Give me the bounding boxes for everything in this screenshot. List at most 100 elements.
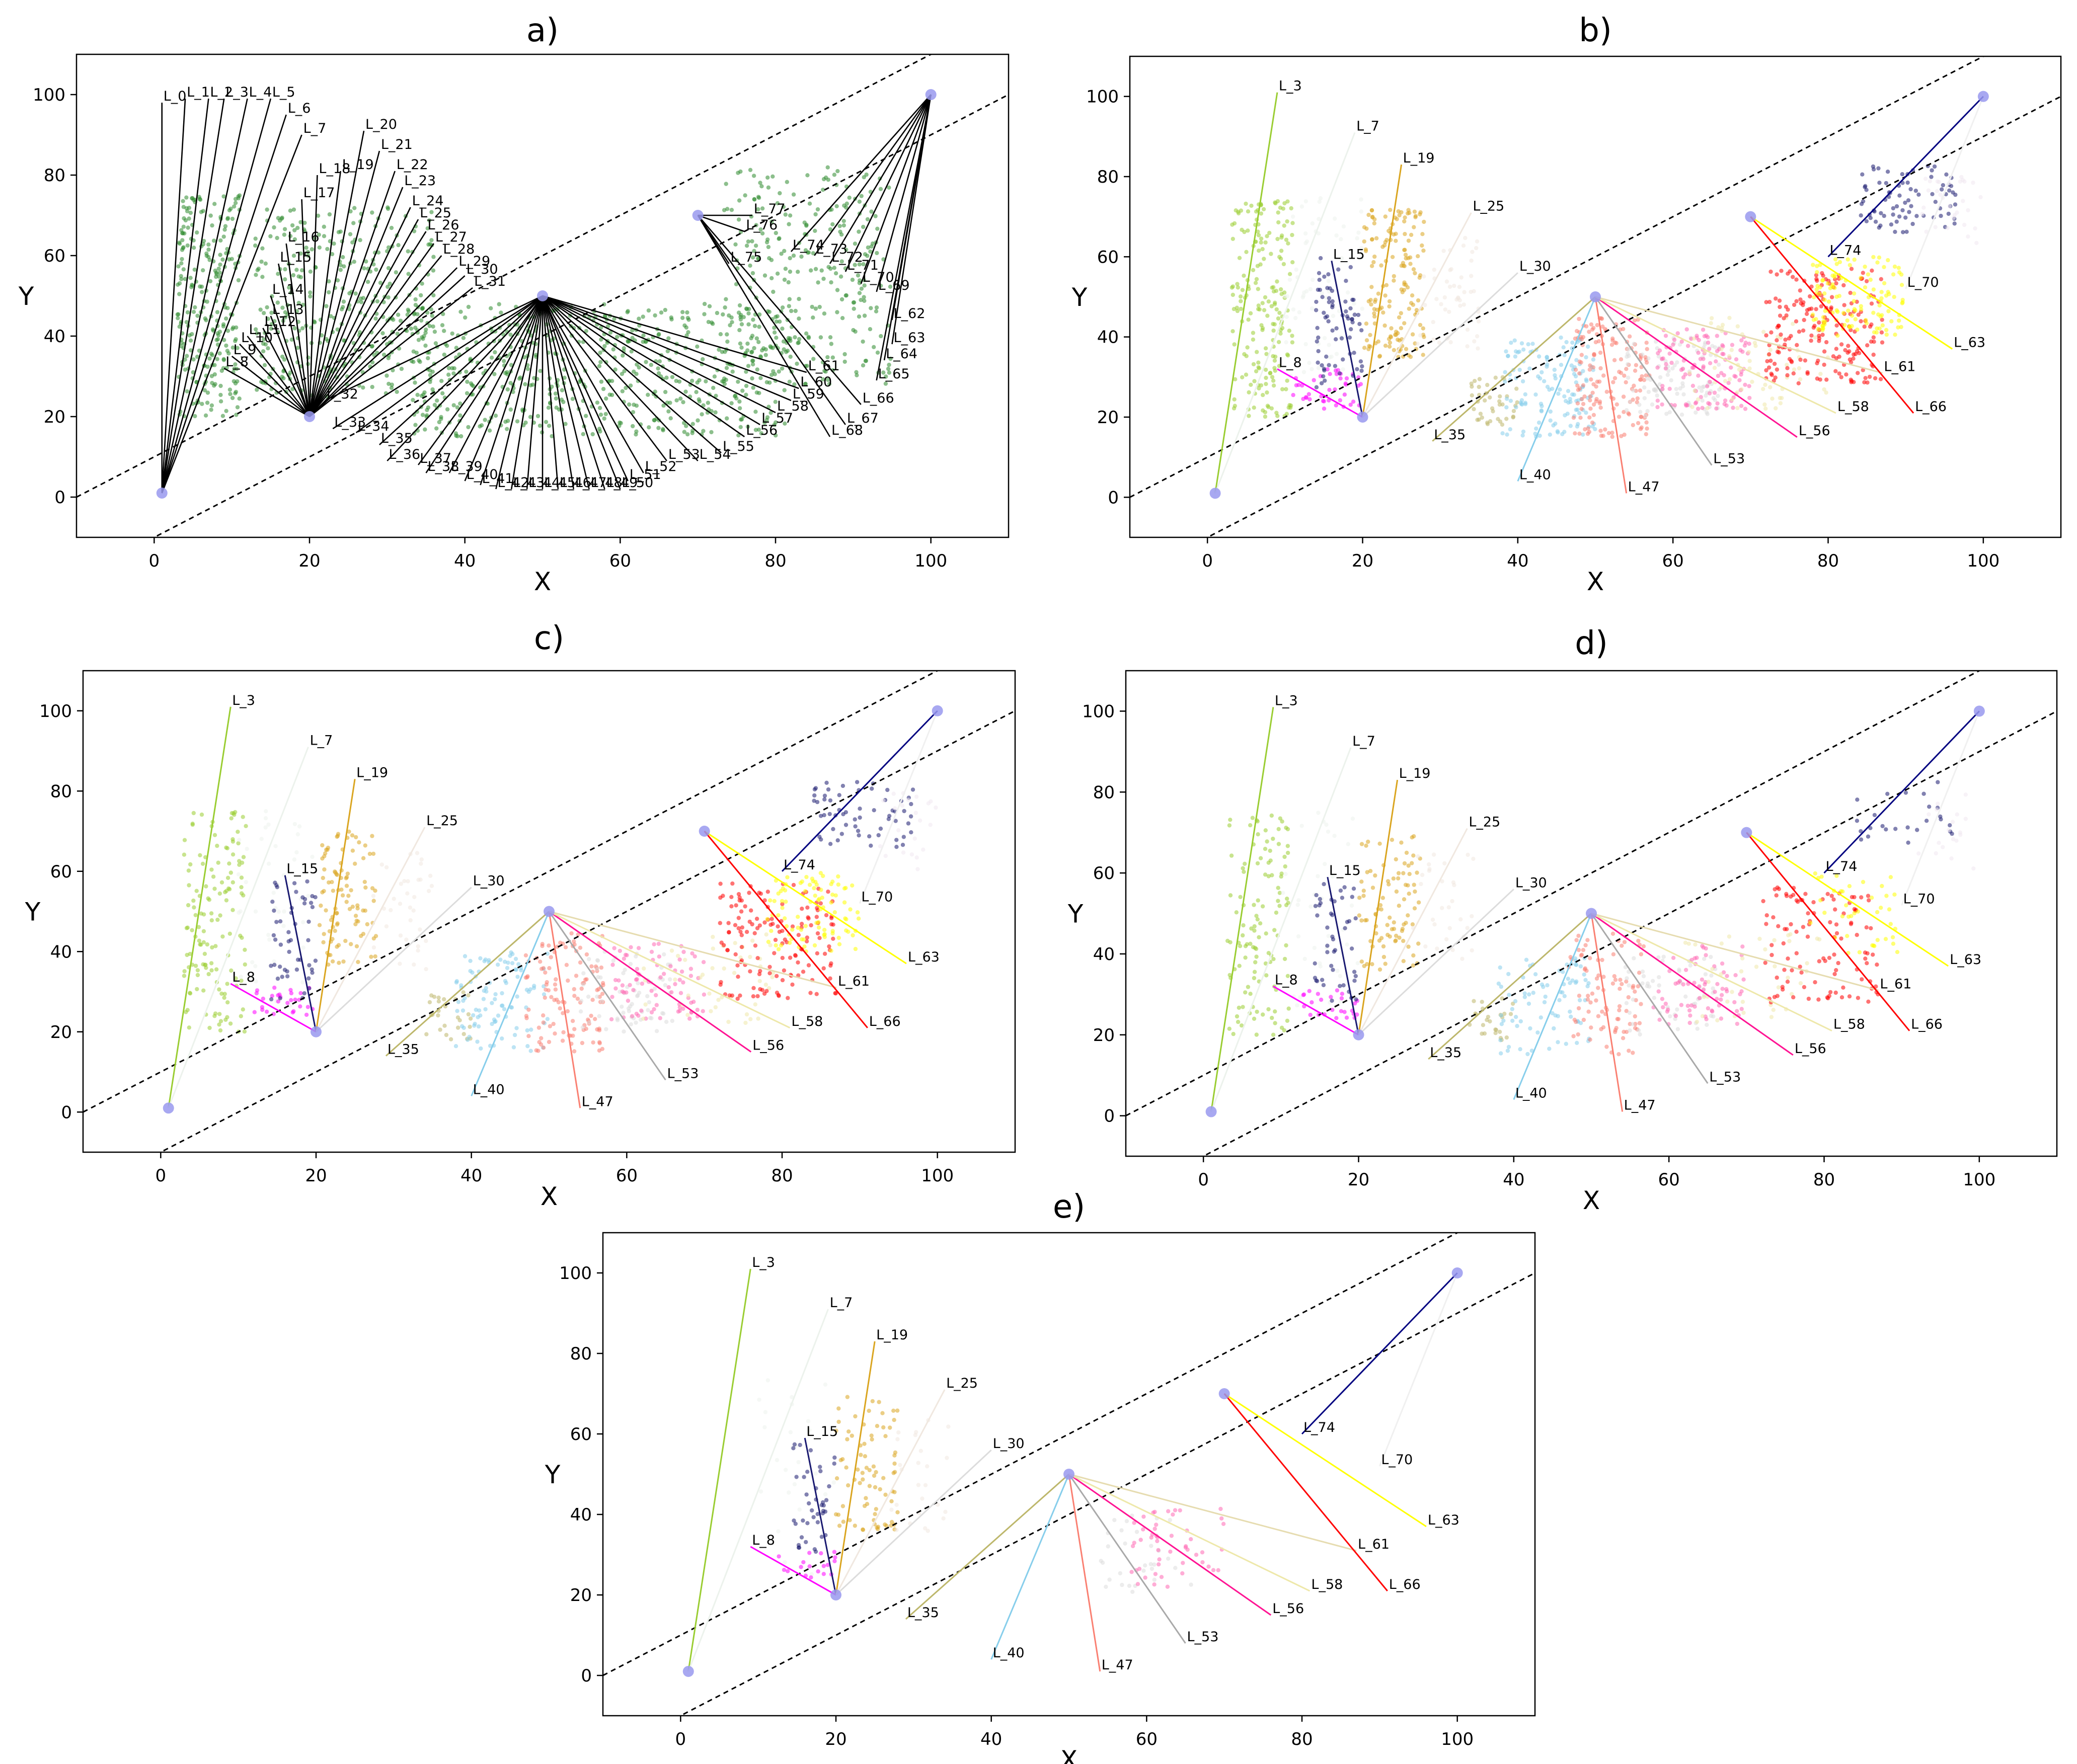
scatter-point — [1624, 367, 1629, 371]
scatter-point — [1230, 236, 1235, 241]
scatter-point — [828, 335, 833, 340]
scatter-point — [225, 875, 230, 880]
scatter-point — [1552, 367, 1557, 372]
scatter-point — [1530, 342, 1535, 346]
scatter-point — [917, 818, 922, 823]
scatter-point — [254, 273, 258, 277]
scatter-point — [1488, 395, 1492, 400]
scatter-point — [1325, 314, 1330, 318]
scatter-point — [425, 310, 430, 315]
scatter-point — [631, 410, 636, 415]
scatter-point — [1401, 959, 1406, 964]
scatter-point — [1568, 424, 1573, 428]
scatter-point — [681, 949, 686, 954]
scatter-point — [1884, 332, 1889, 337]
scatter-point — [1411, 853, 1416, 858]
scatter-point — [1268, 848, 1272, 853]
x-axis-label: X — [534, 567, 551, 596]
scatter-point — [1598, 429, 1603, 433]
scatter-point — [1681, 392, 1686, 396]
scatter-point — [1303, 342, 1308, 347]
scatter-point — [427, 324, 432, 329]
scatter-point — [724, 377, 728, 382]
scatter-point — [1385, 923, 1390, 927]
scatter-point — [1774, 406, 1778, 411]
scatter-point — [693, 954, 697, 959]
scatter-point — [753, 244, 758, 248]
ray-l-58 — [542, 295, 776, 414]
scatter-point — [572, 1027, 577, 1031]
ray-l-36 — [387, 295, 543, 461]
scatter-point — [1401, 871, 1406, 875]
scatter-point — [1290, 214, 1295, 219]
scatter-point — [787, 222, 791, 226]
scatter-point — [306, 919, 311, 924]
scatter-point — [272, 225, 276, 230]
scatter-point — [301, 302, 305, 307]
ray-l-63 — [1750, 216, 1953, 350]
scatter-point — [1585, 431, 1590, 436]
scatter-point — [1889, 319, 1894, 324]
scatter-point — [270, 900, 275, 904]
scatter-point — [572, 1049, 577, 1054]
scatter-point — [725, 332, 729, 337]
scatter-point — [595, 994, 599, 999]
scatter-point — [600, 981, 605, 986]
scatter-point — [1254, 1032, 1259, 1037]
scatter-point — [1321, 374, 1326, 379]
scatter-point — [212, 1014, 217, 1018]
scatter-point — [840, 316, 845, 320]
scatter-point — [646, 1008, 650, 1012]
scatter-point — [1923, 177, 1928, 181]
scatter-point — [1470, 948, 1474, 953]
scatter-point — [1562, 430, 1567, 434]
scatter-point — [612, 316, 617, 321]
scatter-point — [1307, 989, 1312, 993]
scatter-point — [195, 354, 200, 359]
scatter-point — [1257, 386, 1261, 391]
scatter-point — [744, 1012, 749, 1017]
ray-l-70 — [860, 94, 932, 284]
scatter-point — [1261, 392, 1265, 397]
x-tick-label: 100 — [1967, 551, 1999, 571]
scatter-point — [373, 316, 378, 321]
scatter-point — [775, 271, 780, 276]
scatter-point — [1873, 376, 1878, 380]
scatter-point — [561, 1030, 566, 1034]
scatter-point — [1402, 897, 1407, 902]
scatter-point — [609, 392, 614, 397]
scatter-point — [1248, 823, 1253, 828]
scatter-point — [768, 411, 773, 415]
scatter-point — [1644, 432, 1648, 437]
scatter-point — [634, 1020, 638, 1025]
scatter-point — [548, 1024, 553, 1028]
scatter-point — [1523, 392, 1527, 396]
scatter-point — [1642, 378, 1647, 382]
scatter-point — [1407, 892, 1411, 896]
scatter-point — [771, 922, 775, 926]
scatter-point — [1735, 406, 1740, 411]
scatter-point — [450, 331, 454, 336]
scatter-point — [1696, 373, 1701, 378]
scatter-point — [793, 308, 798, 313]
scatter-point — [841, 812, 845, 817]
scatter-point — [261, 341, 266, 346]
ray-lines: L_3L_7L_8L_15L_19L_25L_30L_35L_40L_47L_5… — [1214, 78, 1985, 495]
scatter-point — [1782, 316, 1786, 320]
scatter-point — [1812, 295, 1816, 299]
scatter-point — [1849, 267, 1854, 271]
scatter-point — [1421, 353, 1425, 357]
scatter-point — [493, 992, 498, 997]
scatter-point — [381, 352, 387, 357]
scatter-point — [814, 921, 819, 925]
scatter-point — [458, 401, 463, 406]
scatter-point — [683, 957, 687, 963]
scatter-point — [1345, 290, 1350, 295]
scatter-point — [737, 198, 742, 203]
scatter-point — [1533, 392, 1538, 397]
ray-label: L_70 — [861, 890, 893, 905]
scatter-point — [320, 856, 325, 861]
scatter-point — [226, 351, 231, 356]
scatter-point — [426, 405, 431, 410]
scatter-point — [541, 1013, 546, 1018]
